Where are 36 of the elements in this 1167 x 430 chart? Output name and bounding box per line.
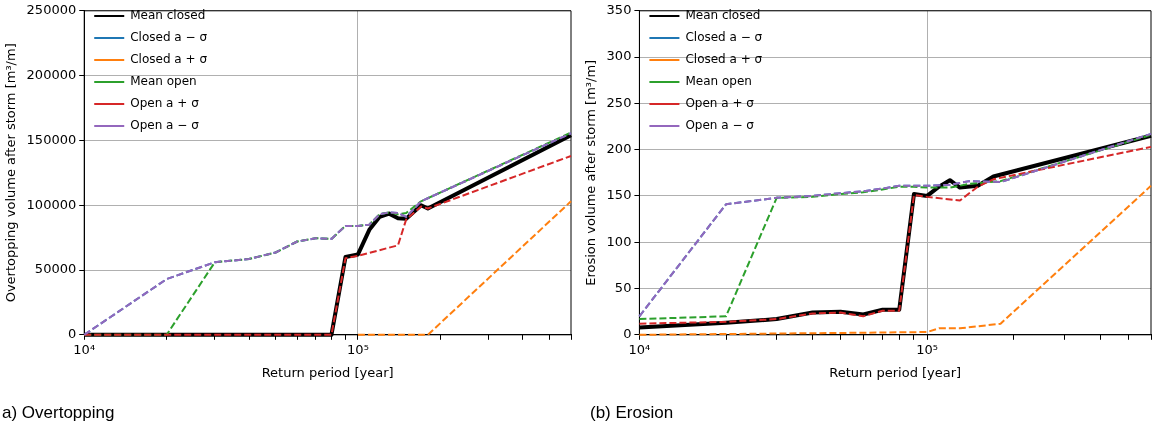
y-tick-label: 200000 bbox=[26, 66, 77, 82]
legend-label: Open a + σ bbox=[130, 96, 200, 111]
y-tick-label: 200 bbox=[606, 141, 632, 157]
y-tick-label: 0 bbox=[67, 326, 77, 342]
x-tick-label: 10⁵ bbox=[916, 341, 938, 357]
y-tick-label: 0 bbox=[623, 326, 632, 342]
text: a) Overtopping bbox=[2, 403, 116, 423]
legend-label: Open a − σ bbox=[685, 118, 755, 133]
y-tick-label: 50 bbox=[614, 279, 632, 295]
y-tick-label: 250000 bbox=[26, 2, 77, 18]
legend-label: Closed a − σ bbox=[130, 30, 208, 45]
y-axis-title: Overtopping volume after storm [m³/m] bbox=[3, 43, 19, 303]
legend-label: Closed a − σ bbox=[685, 30, 763, 45]
x-tick-label: 10⁴ bbox=[73, 341, 96, 357]
y-tick-label: 100 bbox=[606, 233, 632, 249]
legend-label: Mean closed bbox=[685, 8, 761, 23]
y-tick-label: 300 bbox=[606, 48, 632, 64]
x-axis-title: Return period [year] bbox=[829, 364, 962, 380]
y-axis-title: Erosion volume after storm [m³/m] bbox=[583, 59, 599, 286]
y-tick-label: 250 bbox=[606, 94, 632, 110]
legend-label: Open a − σ bbox=[130, 118, 200, 133]
x-tick-label: 10⁴ bbox=[628, 341, 651, 357]
legend-label: Mean open bbox=[130, 74, 197, 89]
legend-label: Mean open bbox=[685, 74, 752, 89]
x-tick-label: 10⁵ bbox=[347, 341, 369, 357]
legend-label: Mean closed bbox=[130, 8, 206, 23]
y-tick-label: 150 bbox=[606, 187, 632, 203]
y-tick-label: 150000 bbox=[26, 131, 77, 147]
text: (b) Erosion bbox=[590, 403, 675, 423]
y-tick-label: 350 bbox=[606, 2, 632, 18]
y-tick-label: 50000 bbox=[34, 261, 77, 277]
x-axis-title: Return period [year] bbox=[261, 364, 394, 380]
legend-label: Closed a + σ bbox=[685, 52, 763, 67]
legend-label: Closed a + σ bbox=[130, 52, 208, 67]
legend-label: Open a + σ bbox=[685, 96, 755, 111]
y-tick-label: 100000 bbox=[26, 196, 77, 212]
